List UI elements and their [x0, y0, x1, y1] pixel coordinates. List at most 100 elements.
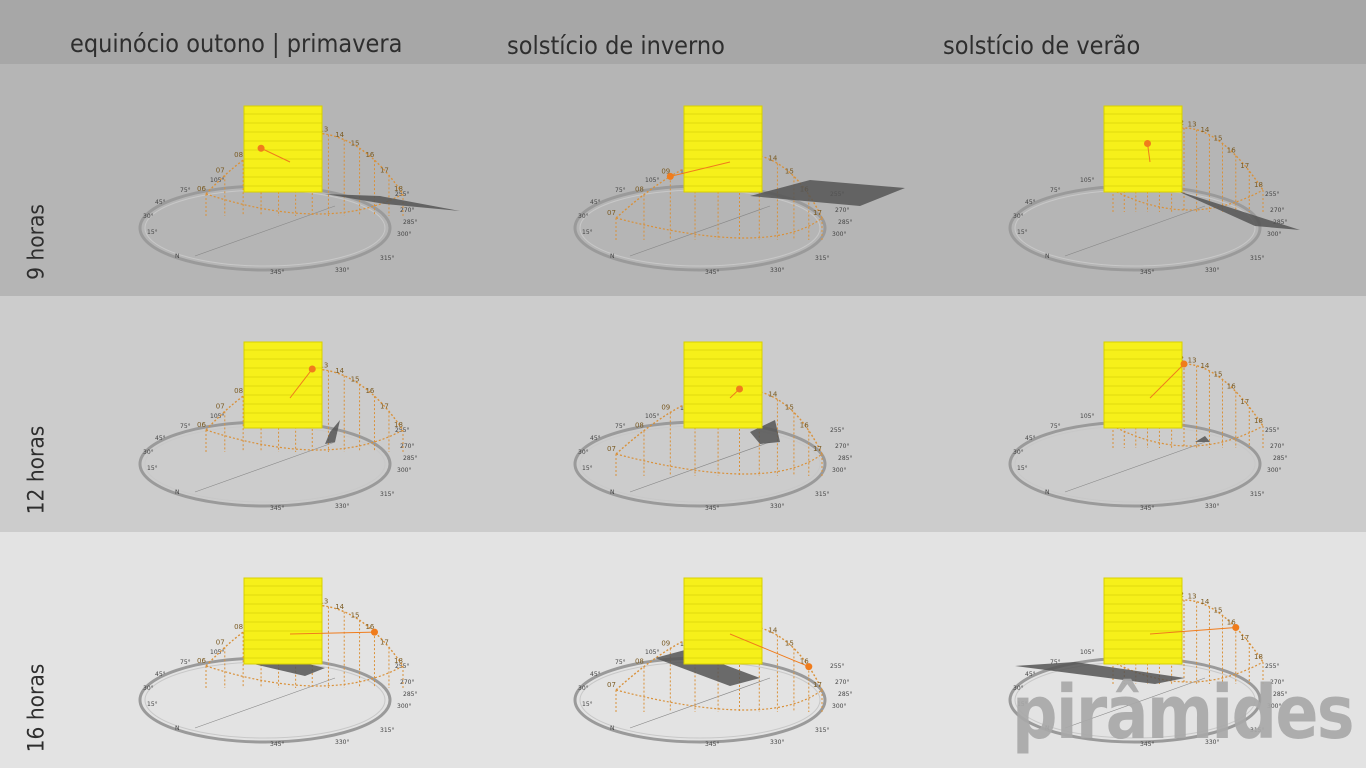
- azimuth-label: 75°: [615, 659, 626, 666]
- sun-path-ground-arc: [205, 665, 404, 687]
- north-label: N: [175, 725, 180, 732]
- hour-label: 17: [380, 638, 389, 646]
- azimuth-label: 30°: [1013, 449, 1024, 456]
- yellow-panel: [683, 341, 763, 429]
- hour-label: 16: [1227, 147, 1236, 155]
- hour-label: 16: [800, 658, 809, 666]
- azimuth-label: 105°: [210, 177, 224, 184]
- azimuth-label: 75°: [615, 423, 626, 430]
- sun-path-diagram-equinox-row0: 15°30°45°75°105°135°255°270°285°300°315°…: [138, 105, 460, 276]
- ground-axis: [194, 205, 336, 257]
- hour-label: 16: [365, 387, 374, 395]
- ground-axis: [1064, 677, 1206, 729]
- azimuth-label: 45°: [155, 671, 166, 678]
- azimuth-label: 345°: [705, 505, 719, 512]
- azimuth-label: 105°: [1080, 413, 1094, 420]
- azimuth-label: 45°: [1025, 199, 1036, 206]
- north-label: N: [610, 253, 615, 260]
- azimuth-label: 30°: [578, 213, 589, 220]
- hour-label: 17: [1240, 634, 1249, 642]
- azimuth-label: 285°: [838, 455, 852, 462]
- azimuth-label: 345°: [270, 741, 284, 748]
- sun-path-ground-arc: [615, 217, 823, 239]
- azimuth-label: 15°: [582, 465, 593, 472]
- sun-path-diagram-summer-row1: 15°30°45°75°105°135°255°270°285°300°315°…: [1008, 341, 1287, 512]
- diagram-group: 15°30°45°75°105°135°255°270°285°300°315°…: [138, 105, 460, 276]
- azimuth-label: 15°: [147, 701, 158, 708]
- shadow-projection: [1175, 190, 1300, 230]
- sun-path-diagram-equinox-row2: 15°30°45°75°105°135°255°270°285°300°315°…: [138, 577, 417, 748]
- azimuth-label: 105°: [1080, 177, 1094, 184]
- azimuth-label: 15°: [1017, 229, 1028, 236]
- ground-circle-inner: [144, 425, 386, 503]
- hour-label: 15: [351, 375, 360, 383]
- azimuth-label: 45°: [1025, 435, 1036, 442]
- hour-label: 07: [607, 209, 616, 217]
- hour-label: 08: [234, 387, 243, 395]
- sun-icon: [666, 172, 674, 180]
- hour-label: 08: [635, 658, 644, 666]
- hour-label: 18: [394, 421, 403, 429]
- sun-icon: [736, 385, 743, 393]
- sun-icon: [370, 628, 378, 636]
- azimuth-label: 255°: [1265, 191, 1279, 198]
- azimuth-label: 255°: [1265, 663, 1279, 670]
- sun-ray: [670, 161, 731, 177]
- hour-label: 14: [768, 390, 777, 398]
- sun-path-diagram-summer-row0: 15°30°45°75°105°135°255°270°285°300°315°…: [1008, 105, 1300, 276]
- azimuth-label: 315°: [1250, 491, 1264, 498]
- azimuth-label: 345°: [270, 269, 284, 276]
- azimuth-label: 45°: [590, 199, 601, 206]
- diagram-group: 15°30°45°75°105°135°255°270°285°300°315°…: [138, 577, 417, 748]
- north-label: N: [610, 489, 615, 496]
- ground-circle-inner: [144, 661, 386, 739]
- header-bar: equinócio outono | primavera solstício d…: [0, 0, 1366, 64]
- hour-label: 13: [1188, 357, 1197, 365]
- azimuth-label: 15°: [147, 229, 158, 236]
- ground-axis: [194, 441, 336, 493]
- north-label: N: [610, 725, 615, 732]
- azimuth-label: 270°: [400, 443, 414, 450]
- azimuth-label: 75°: [1050, 423, 1061, 430]
- hour-label: 09: [661, 403, 670, 411]
- azimuth-label: 45°: [590, 671, 601, 678]
- column-title-winter-solstice: solstício de inverno: [507, 31, 725, 60]
- hour-label: 18: [394, 185, 403, 193]
- sun-path-ground-arc: [615, 689, 823, 711]
- azimuth-label: 45°: [590, 435, 601, 442]
- azimuth-label: 345°: [270, 505, 284, 512]
- hour-label: 17: [813, 209, 822, 217]
- azimuth-label: 345°: [705, 741, 719, 748]
- hour-label: 15: [351, 611, 360, 619]
- azimuth-label: 330°: [1205, 503, 1219, 510]
- north-label: N: [1045, 253, 1050, 260]
- azimuth-label: 45°: [155, 199, 166, 206]
- azimuth-label: 330°: [335, 739, 349, 746]
- sun-path-diagram-summer-row2: 15°30°45°75°105°135°255°270°285°300°315°…: [1008, 577, 1287, 748]
- hour-label: 16: [365, 623, 374, 631]
- hour-label: 14: [1200, 126, 1209, 134]
- ground-circle-inner: [1014, 189, 1256, 267]
- shadow-projection: [1195, 436, 1210, 442]
- north-label: N: [175, 253, 180, 260]
- azimuth-label: 300°: [1267, 231, 1281, 238]
- azimuth-label: 15°: [1017, 465, 1028, 472]
- azimuth-label: 255°: [830, 427, 844, 434]
- hour-label: 15: [785, 639, 794, 647]
- hour-label: 14: [335, 367, 344, 375]
- yellow-panel: [1103, 577, 1183, 665]
- yellow-panel: [243, 105, 323, 193]
- hour-label: 15: [785, 167, 794, 175]
- hour-label: 18: [1254, 653, 1263, 661]
- azimuth-label: 270°: [835, 443, 849, 450]
- sun-icon: [308, 365, 316, 373]
- sun-icon: [1144, 140, 1151, 147]
- hour-label: 18: [394, 657, 403, 665]
- azimuth-label: 255°: [830, 663, 844, 670]
- hour-label: 14: [768, 154, 777, 162]
- hour-label: 08: [234, 151, 243, 159]
- diagram-group: 15°30°45°75°105°135°255°270°285°300°315°…: [1008, 341, 1287, 512]
- hour-label: 06: [197, 657, 206, 665]
- azimuth-label: 300°: [397, 467, 411, 474]
- hour-label: 08: [635, 186, 644, 194]
